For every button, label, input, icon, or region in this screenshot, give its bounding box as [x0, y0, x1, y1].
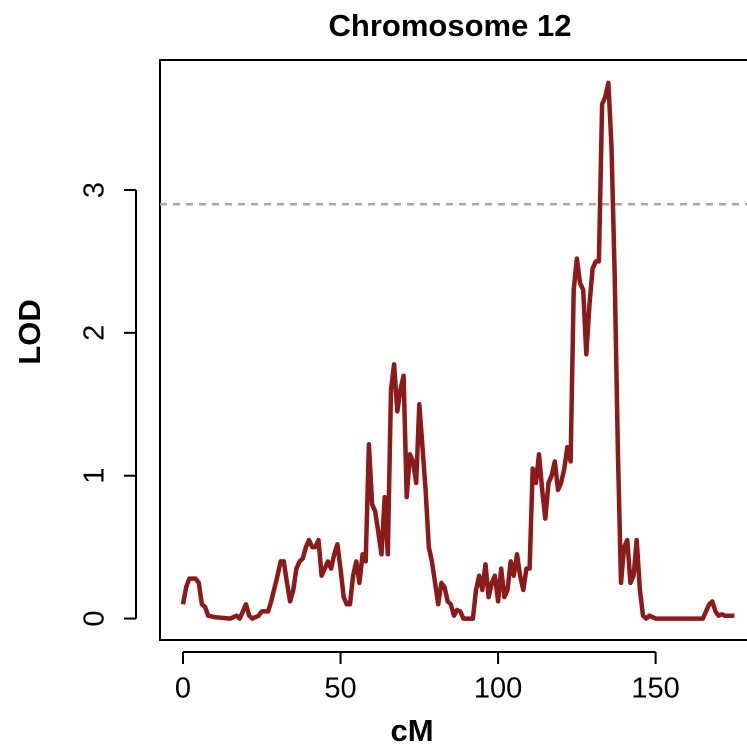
y-tick-label: 1 [79, 468, 111, 484]
y-tick-label: 3 [79, 182, 111, 198]
y-tick-label: 0 [79, 611, 111, 627]
x-tick-label: 50 [324, 673, 356, 705]
plot-frame [159, 59, 747, 641]
data-line [180, 80, 735, 621]
chart-title: Chromosome 12 [329, 8, 572, 43]
y-axis-label: LOD [12, 299, 47, 364]
x-axis-label: cM [390, 713, 433, 748]
x-tick-label: 150 [631, 673, 679, 705]
x-tick-label: 0 [175, 673, 191, 705]
x-tick-label: 100 [474, 673, 522, 705]
y-tick-label: 2 [79, 325, 111, 341]
